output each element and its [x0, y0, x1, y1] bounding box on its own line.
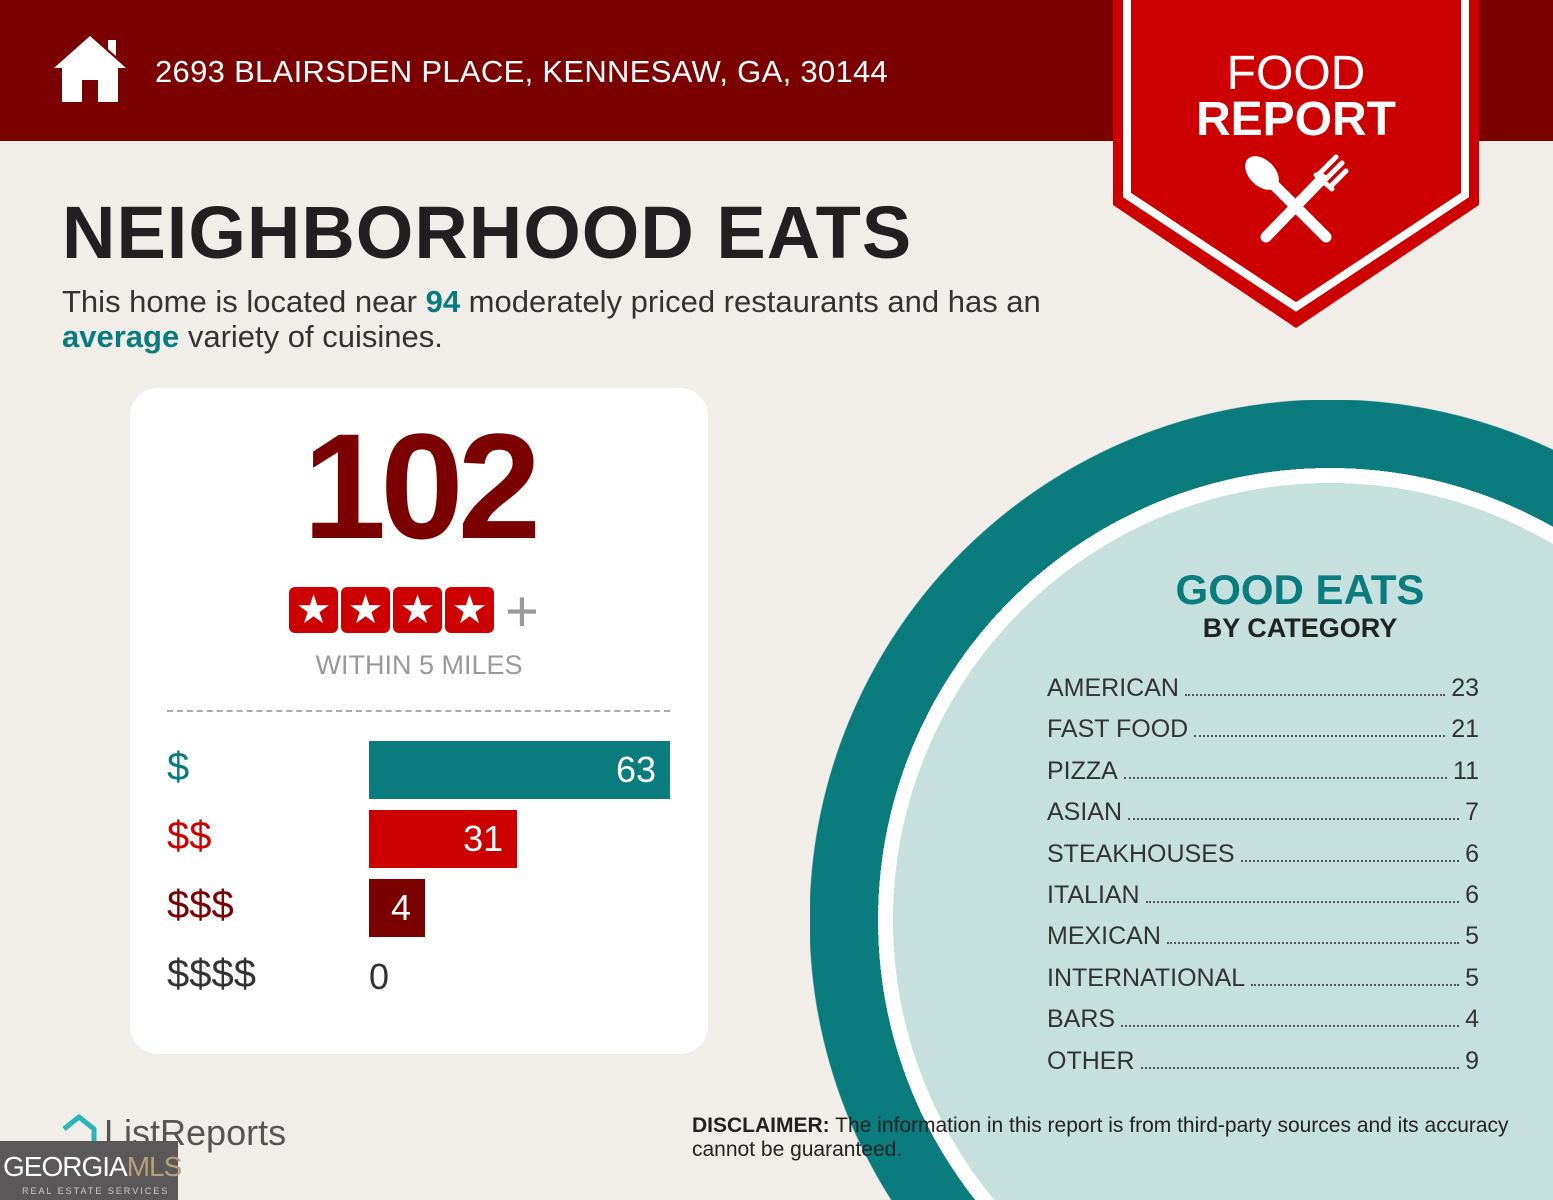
category-row: ASIAN 7	[1047, 798, 1479, 827]
category-row: STEAKHOUSES 6	[1047, 840, 1479, 869]
category-count: 6	[1465, 881, 1479, 909]
star-rating: ★ ★ ★ ★	[289, 587, 494, 633]
category-name: FAST FOOD	[1047, 715, 1189, 744]
category-name: ITALIAN	[1047, 881, 1140, 909]
category-row: ITALIAN 6	[1047, 881, 1479, 910]
variety-level: average	[62, 319, 180, 354]
category-count: 4	[1465, 1005, 1479, 1034]
category-count: 23	[1451, 674, 1479, 702]
georgia-mls-logo: GEORGIAMLS REAL ESTATE SERVICES	[0, 1141, 182, 1200]
category-count: 6	[1465, 839, 1479, 868]
category-name: PIZZA	[1047, 756, 1118, 785]
divider	[167, 710, 670, 712]
property-address: 2693 BLAIRSDEN PLACE, KENNESAW, GA, 3014…	[155, 54, 889, 89]
star-icon: ★	[393, 587, 442, 633]
price-tier-label: $$	[167, 814, 212, 858]
price-tier-bar: 63	[369, 741, 670, 799]
category-name: INTERNATIONAL	[1047, 963, 1246, 992]
badge-report-text: REPORT	[1195, 93, 1396, 146]
category-row: OTHER 9	[1047, 1047, 1479, 1076]
category-count: 5	[1465, 963, 1479, 992]
category-name: BARS	[1047, 1005, 1116, 1034]
category-count: 5	[1465, 922, 1479, 951]
price-tier-bar: 4	[369, 879, 425, 937]
radius-label: WITHIN 5 MILES	[315, 650, 523, 680]
price-tier-label: $	[167, 745, 190, 789]
home-icon	[54, 36, 126, 102]
category-name: AMERICAN	[1047, 674, 1179, 702]
category-count: 9	[1465, 1046, 1479, 1075]
total-restaurants: 102	[302, 402, 541, 570]
category-row: AMERICAN 23	[1047, 674, 1479, 703]
star-icon: ★	[289, 587, 338, 633]
category-count: 7	[1465, 798, 1479, 827]
page-title: NEIGHBORHOOD EATS	[62, 191, 913, 274]
restaurant-count: 94	[425, 284, 461, 319]
badge-food-text: FOOD	[1226, 47, 1366, 100]
category-row: MEXICAN 5	[1047, 922, 1479, 951]
category-row: FAST FOOD 21	[1047, 715, 1479, 744]
price-tier-label: $$$	[167, 883, 234, 927]
categories-title: GOOD EATS	[1175, 566, 1425, 613]
food-report-badge	[1113, 0, 1479, 328]
utensils-icon	[1245, 154, 1349, 243]
category-name: ASIAN	[1047, 798, 1123, 827]
price-tier-label: $$$$	[167, 952, 256, 996]
star-icon: ★	[445, 587, 494, 633]
category-row: INTERNATIONAL 5	[1047, 964, 1479, 993]
category-name: MEXICAN	[1047, 922, 1161, 951]
rating-plus: +	[505, 579, 539, 644]
star-icon: ★	[341, 587, 390, 633]
category-name: STEAKHOUSES	[1047, 839, 1235, 868]
category-row: PIZZA 11	[1047, 757, 1479, 786]
summary-text: This home is located near 94 moderately …	[62, 284, 1041, 354]
price-tier-value: 0	[369, 956, 390, 997]
restaurant-summary-card	[130, 388, 708, 1054]
price-tier-bar: 31	[369, 810, 518, 868]
category-count: 21	[1451, 715, 1479, 744]
category-name: OTHER	[1047, 1046, 1135, 1075]
category-count: 11	[1453, 756, 1479, 785]
disclaimer: DISCLAIMER: The information in this repo…	[692, 1114, 1509, 1161]
category-row: BARS 4	[1047, 1005, 1479, 1034]
categories-subtitle: BY CATEGORY	[1202, 613, 1398, 643]
